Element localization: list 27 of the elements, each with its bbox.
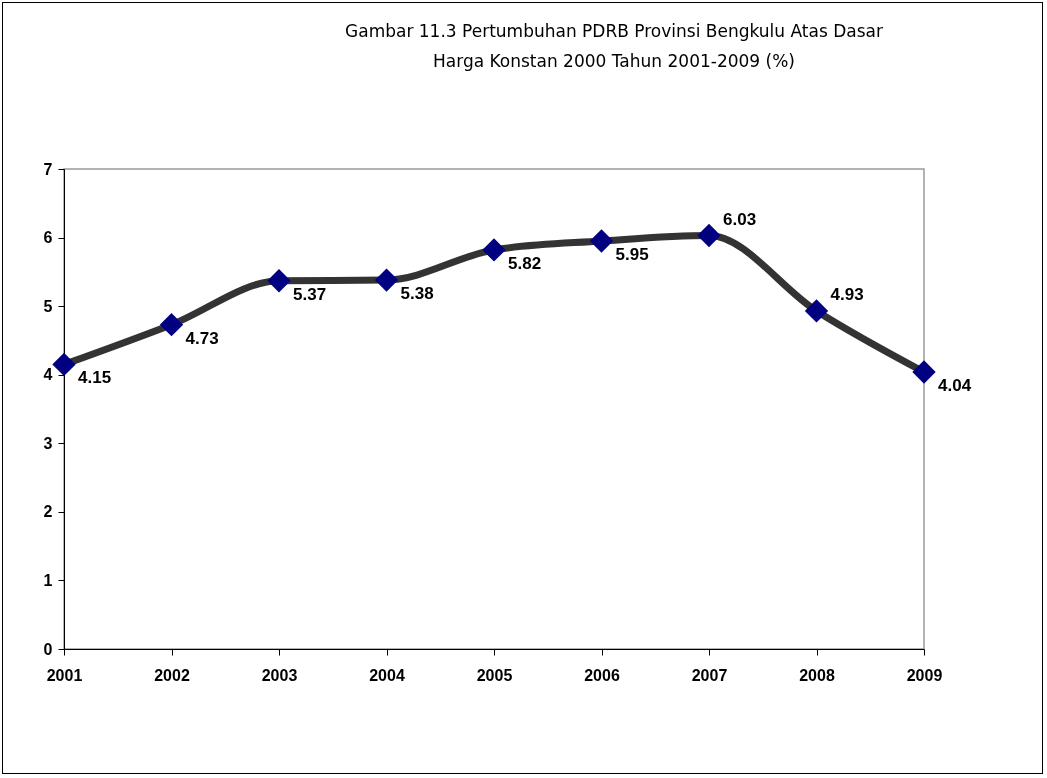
x-tick-label: 2005 (476, 666, 513, 684)
x-tick-label: 2002 (154, 666, 190, 684)
data-label: 4.15 (78, 368, 112, 388)
x-tick-label: 2001 (46, 666, 83, 684)
y-tick-label: 5 (43, 297, 53, 315)
chart-title: Gambar 11.3 Pertumbuhan PDRB Provinsi Bengkulu Atas Dasar Harga Konstan 2000 Tahun 2001-2009 (%) (345, 21, 883, 71)
y-tick-label: 3 (43, 434, 53, 452)
data-label: 5.38 (400, 284, 434, 304)
x-tick-label: 2004 (369, 666, 405, 684)
y-tick-label: 2 (43, 503, 53, 521)
x-tick-label: 2007 (691, 666, 728, 684)
y-tick-label: 1 (43, 571, 53, 589)
x-tick-label: 2006 (584, 666, 620, 684)
data-label: 4.73 (185, 328, 219, 348)
data-label: 5.37 (293, 284, 327, 304)
y-tick-label: 6 (43, 229, 53, 247)
data-label: 4.04 (938, 375, 972, 395)
x-tick-label: 2003 (261, 666, 298, 684)
x-tick-label: 2009 (906, 666, 943, 684)
data-label: 6.03 (723, 209, 757, 229)
y-tick-label: 0 (43, 640, 53, 658)
x-tick-label: 2008 (799, 666, 835, 684)
y-tick-label: 7 (43, 160, 53, 178)
data-label: 4.93 (830, 284, 864, 304)
data-label: 5.82 (508, 253, 542, 273)
y-tick-label: 4 (43, 366, 53, 384)
data-label: 5.95 (615, 245, 649, 264)
